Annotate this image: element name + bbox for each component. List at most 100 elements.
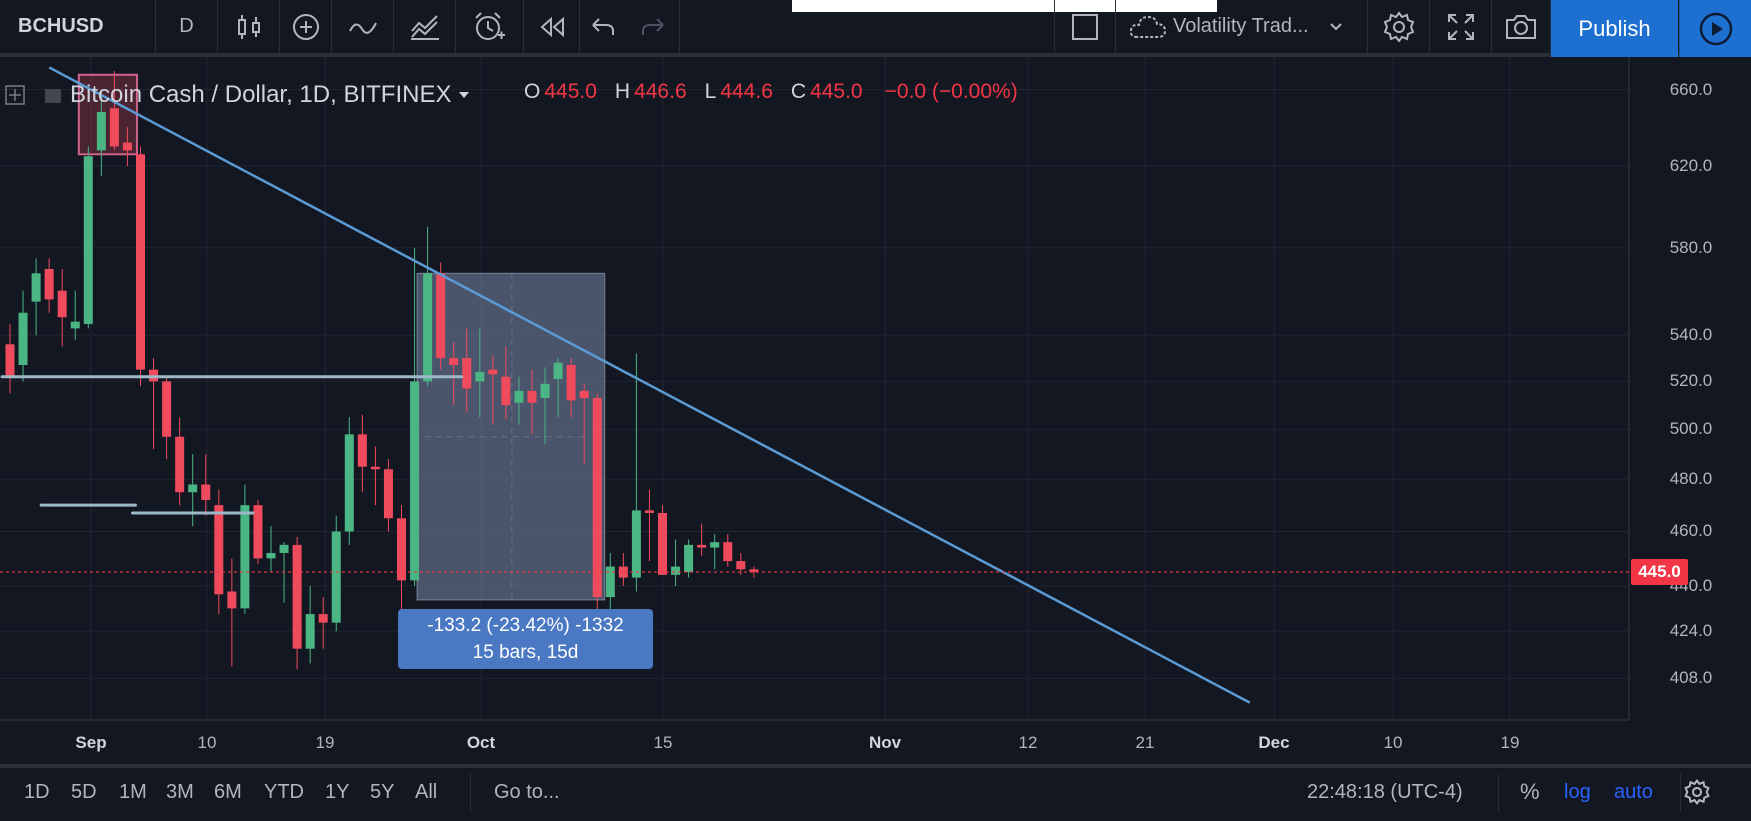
candle-down [527,390,537,403]
time-axis-label: 10 [197,733,217,752]
range-button-ytd[interactable]: YTD [264,781,304,803]
replay-button[interactable] [524,0,580,53]
templates-button[interactable] [394,0,456,53]
redo-icon [641,17,664,35]
candle-up [475,372,485,382]
high-value: 446.6 [634,80,687,103]
fullscreen-icon [1447,13,1474,40]
horizontal-lines[interactable] [0,375,464,515]
candle-down [436,273,446,359]
chart-legend: Bitcoin Cash / Dollar, 1D, BITFINEX [4,78,471,112]
interval-button[interactable]: D [156,0,218,53]
range-button-5y[interactable]: 5Y [370,781,395,803]
cloud-icon [1129,15,1167,38]
candle-down [136,154,145,370]
time-axis-label: Dec [1258,733,1290,752]
candle-up [83,156,93,324]
close-value: 445.0 [810,80,863,103]
candle-down [357,434,367,467]
range-button-1d[interactable]: 1D [24,781,50,803]
symbol-title[interactable]: Bitcoin Cash / Dollar, 1D, BITFINEX [70,81,452,108]
candle-up [305,614,315,649]
compare-button[interactable] [280,0,332,53]
range-button-all[interactable]: All [415,781,438,803]
low-key: L [704,80,717,103]
current-price-badge: 445.0 [1631,559,1688,586]
candle-down [592,397,602,598]
chevron-down-icon [1329,22,1342,30]
search-overlay-strip [792,0,1217,12]
measure-tooltip: -133.2 (-23.42%) -1332 15 bars, 15d [398,609,653,669]
percent-toggle[interactable]: % [1520,779,1540,804]
candle-up [710,542,720,548]
time-axis-label: Oct [466,733,496,752]
layout-button[interactable] [1054,0,1116,53]
price-chart[interactable] [0,0,1751,764]
snapshot-button[interactable] [1492,0,1551,53]
candle-down [644,510,654,514]
settings-icon [1383,10,1414,43]
redo-button[interactable] [626,0,680,53]
price-axis-label: 540.0 [1669,325,1713,345]
close-key: C [790,80,807,103]
settings-button[interactable] [1368,0,1430,53]
measure-change: -133.2 (-23.42%) -1332 [427,615,624,636]
layout-name-dropdown[interactable]: Volatility Trad... [1116,0,1368,53]
candle-down [449,358,459,366]
bottom-toolbar: 1D 5D 1M 3M 6M YTD 1Y 5Y All Go to... 22:48:18 (… [0,764,1751,821]
log-toggle[interactable]: log [1564,781,1591,803]
measure-box [416,272,606,601]
publish-button[interactable]: Publish [1551,0,1678,57]
range-button-1y[interactable]: 1Y [325,781,350,803]
candle-down [370,466,380,470]
divider [1680,774,1681,812]
trend-line[interactable] [48,66,1251,704]
candle-down [175,436,185,493]
candle-down [618,566,628,578]
caret-down-icon[interactable] [457,90,471,100]
candle-up [605,566,615,598]
candle-down [736,561,746,570]
fullscreen-button[interactable] [1430,0,1492,53]
alert-button[interactable] [456,0,524,53]
candle-down [318,614,328,623]
candle-up [553,362,563,380]
candle-down [122,142,132,151]
undo-button[interactable] [580,0,626,53]
time-axis-label: Nov [868,733,902,752]
candle-down [227,591,237,609]
candles-icon [237,14,260,39]
play-button[interactable] [1679,0,1751,57]
time-axis-label: 21 [1135,733,1155,752]
open-key: O [524,80,541,103]
range-button-5d[interactable]: 5D [71,781,97,803]
candle-down [214,505,224,595]
candle-down [44,268,54,300]
chart-style-button[interactable] [218,0,280,53]
candle-up [70,321,80,329]
candle-up [266,552,276,559]
auto-toggle[interactable]: auto [1614,781,1653,803]
range-button-6m[interactable]: 6M [214,781,242,803]
flag-icon[interactable] [42,83,64,107]
candle-down [109,108,119,147]
range-button-3m[interactable]: 3M [166,781,194,803]
goto-button[interactable]: Go to... [494,781,560,803]
candle-down [488,369,498,375]
price-axis-label: 580.0 [1669,237,1713,257]
chart-grid [0,57,1629,720]
time-axis-label: 19 [315,733,335,752]
candle-down [658,513,667,575]
price-axis-label: 620.0 [1669,156,1713,176]
settings-icon[interactable] [1684,779,1710,805]
clock: 22:48:18 (UTC-4) [1307,781,1463,803]
expand-legend-icon[interactable] [4,83,28,107]
symbol-search[interactable]: BCHUSD [0,0,156,53]
measure-bars: 15 bars, 15d [472,642,579,663]
range-button-1m[interactable]: 1M [119,781,147,803]
indicators-button[interactable] [332,0,394,53]
price-axis-label: 408.0 [1669,668,1713,688]
divider [470,774,471,812]
candle-up [96,111,106,151]
candle-down [292,544,302,649]
